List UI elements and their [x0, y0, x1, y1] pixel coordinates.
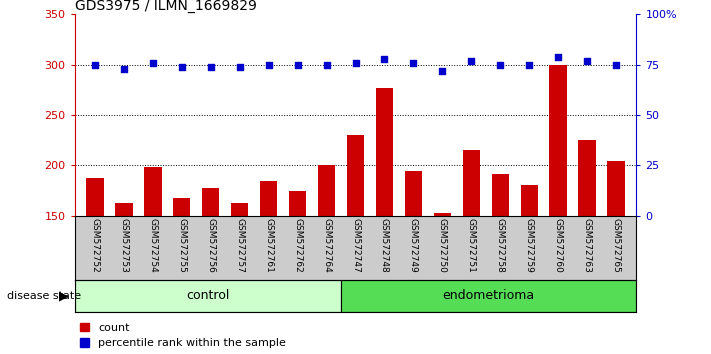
Point [466, 58, 477, 63]
Bar [318, 166, 335, 216]
Point [90, 62, 101, 68]
Text: GSM572748: GSM572748 [380, 218, 389, 273]
Bar [491, 173, 509, 216]
Bar [550, 65, 567, 216]
Text: ▶: ▶ [59, 289, 69, 302]
Text: GSM572758: GSM572758 [496, 218, 505, 273]
Text: GSM572760: GSM572760 [554, 218, 562, 273]
Bar [376, 88, 393, 216]
Bar [144, 166, 161, 216]
Text: GSM572757: GSM572757 [235, 218, 244, 273]
Text: GSM572753: GSM572753 [119, 218, 129, 273]
Bar [579, 140, 596, 216]
Text: GSM572764: GSM572764 [322, 218, 331, 273]
Point [205, 64, 216, 69]
Text: GSM572763: GSM572763 [582, 218, 592, 273]
Point [176, 64, 188, 69]
Point [292, 62, 304, 68]
Point [610, 62, 621, 68]
Point [234, 64, 245, 69]
Bar [520, 185, 538, 216]
Text: GSM572751: GSM572751 [467, 218, 476, 273]
Text: control: control [186, 289, 230, 302]
Text: disease state: disease state [7, 291, 81, 301]
Point [147, 60, 159, 65]
Legend: count, percentile rank within the sample: count, percentile rank within the sample [80, 322, 286, 348]
Text: GSM572754: GSM572754 [149, 218, 157, 273]
Bar [463, 150, 480, 216]
Bar [434, 213, 451, 216]
Bar [289, 191, 306, 216]
Text: GSM572749: GSM572749 [409, 218, 418, 273]
Point [379, 56, 390, 61]
Bar [86, 178, 104, 216]
Bar [202, 188, 220, 216]
Text: GSM572747: GSM572747 [351, 218, 360, 273]
Bar [405, 171, 422, 216]
Text: GSM572759: GSM572759 [525, 218, 534, 273]
Point [495, 62, 506, 68]
Text: GSM572761: GSM572761 [264, 218, 273, 273]
Point [321, 62, 332, 68]
Text: GSM572765: GSM572765 [611, 218, 621, 273]
Text: GSM572750: GSM572750 [438, 218, 447, 273]
Bar [260, 181, 277, 216]
Text: GSM572752: GSM572752 [90, 218, 100, 273]
Point [118, 66, 129, 72]
Point [523, 62, 535, 68]
Point [582, 58, 593, 63]
Text: GSM572756: GSM572756 [206, 218, 215, 273]
Point [350, 60, 361, 65]
Point [407, 60, 419, 65]
Bar [231, 203, 248, 216]
Text: GSM572755: GSM572755 [177, 218, 186, 273]
Bar [75, 280, 341, 312]
Point [552, 54, 564, 59]
Point [263, 62, 274, 68]
Bar [347, 135, 364, 216]
Bar [341, 280, 636, 312]
Text: GSM572762: GSM572762 [293, 218, 302, 273]
Point [437, 68, 448, 74]
Bar [173, 198, 191, 216]
Bar [115, 203, 132, 216]
Text: GDS3975 / ILMN_1669829: GDS3975 / ILMN_1669829 [75, 0, 257, 13]
Text: endometrioma: endometrioma [442, 289, 535, 302]
Bar [607, 161, 625, 216]
